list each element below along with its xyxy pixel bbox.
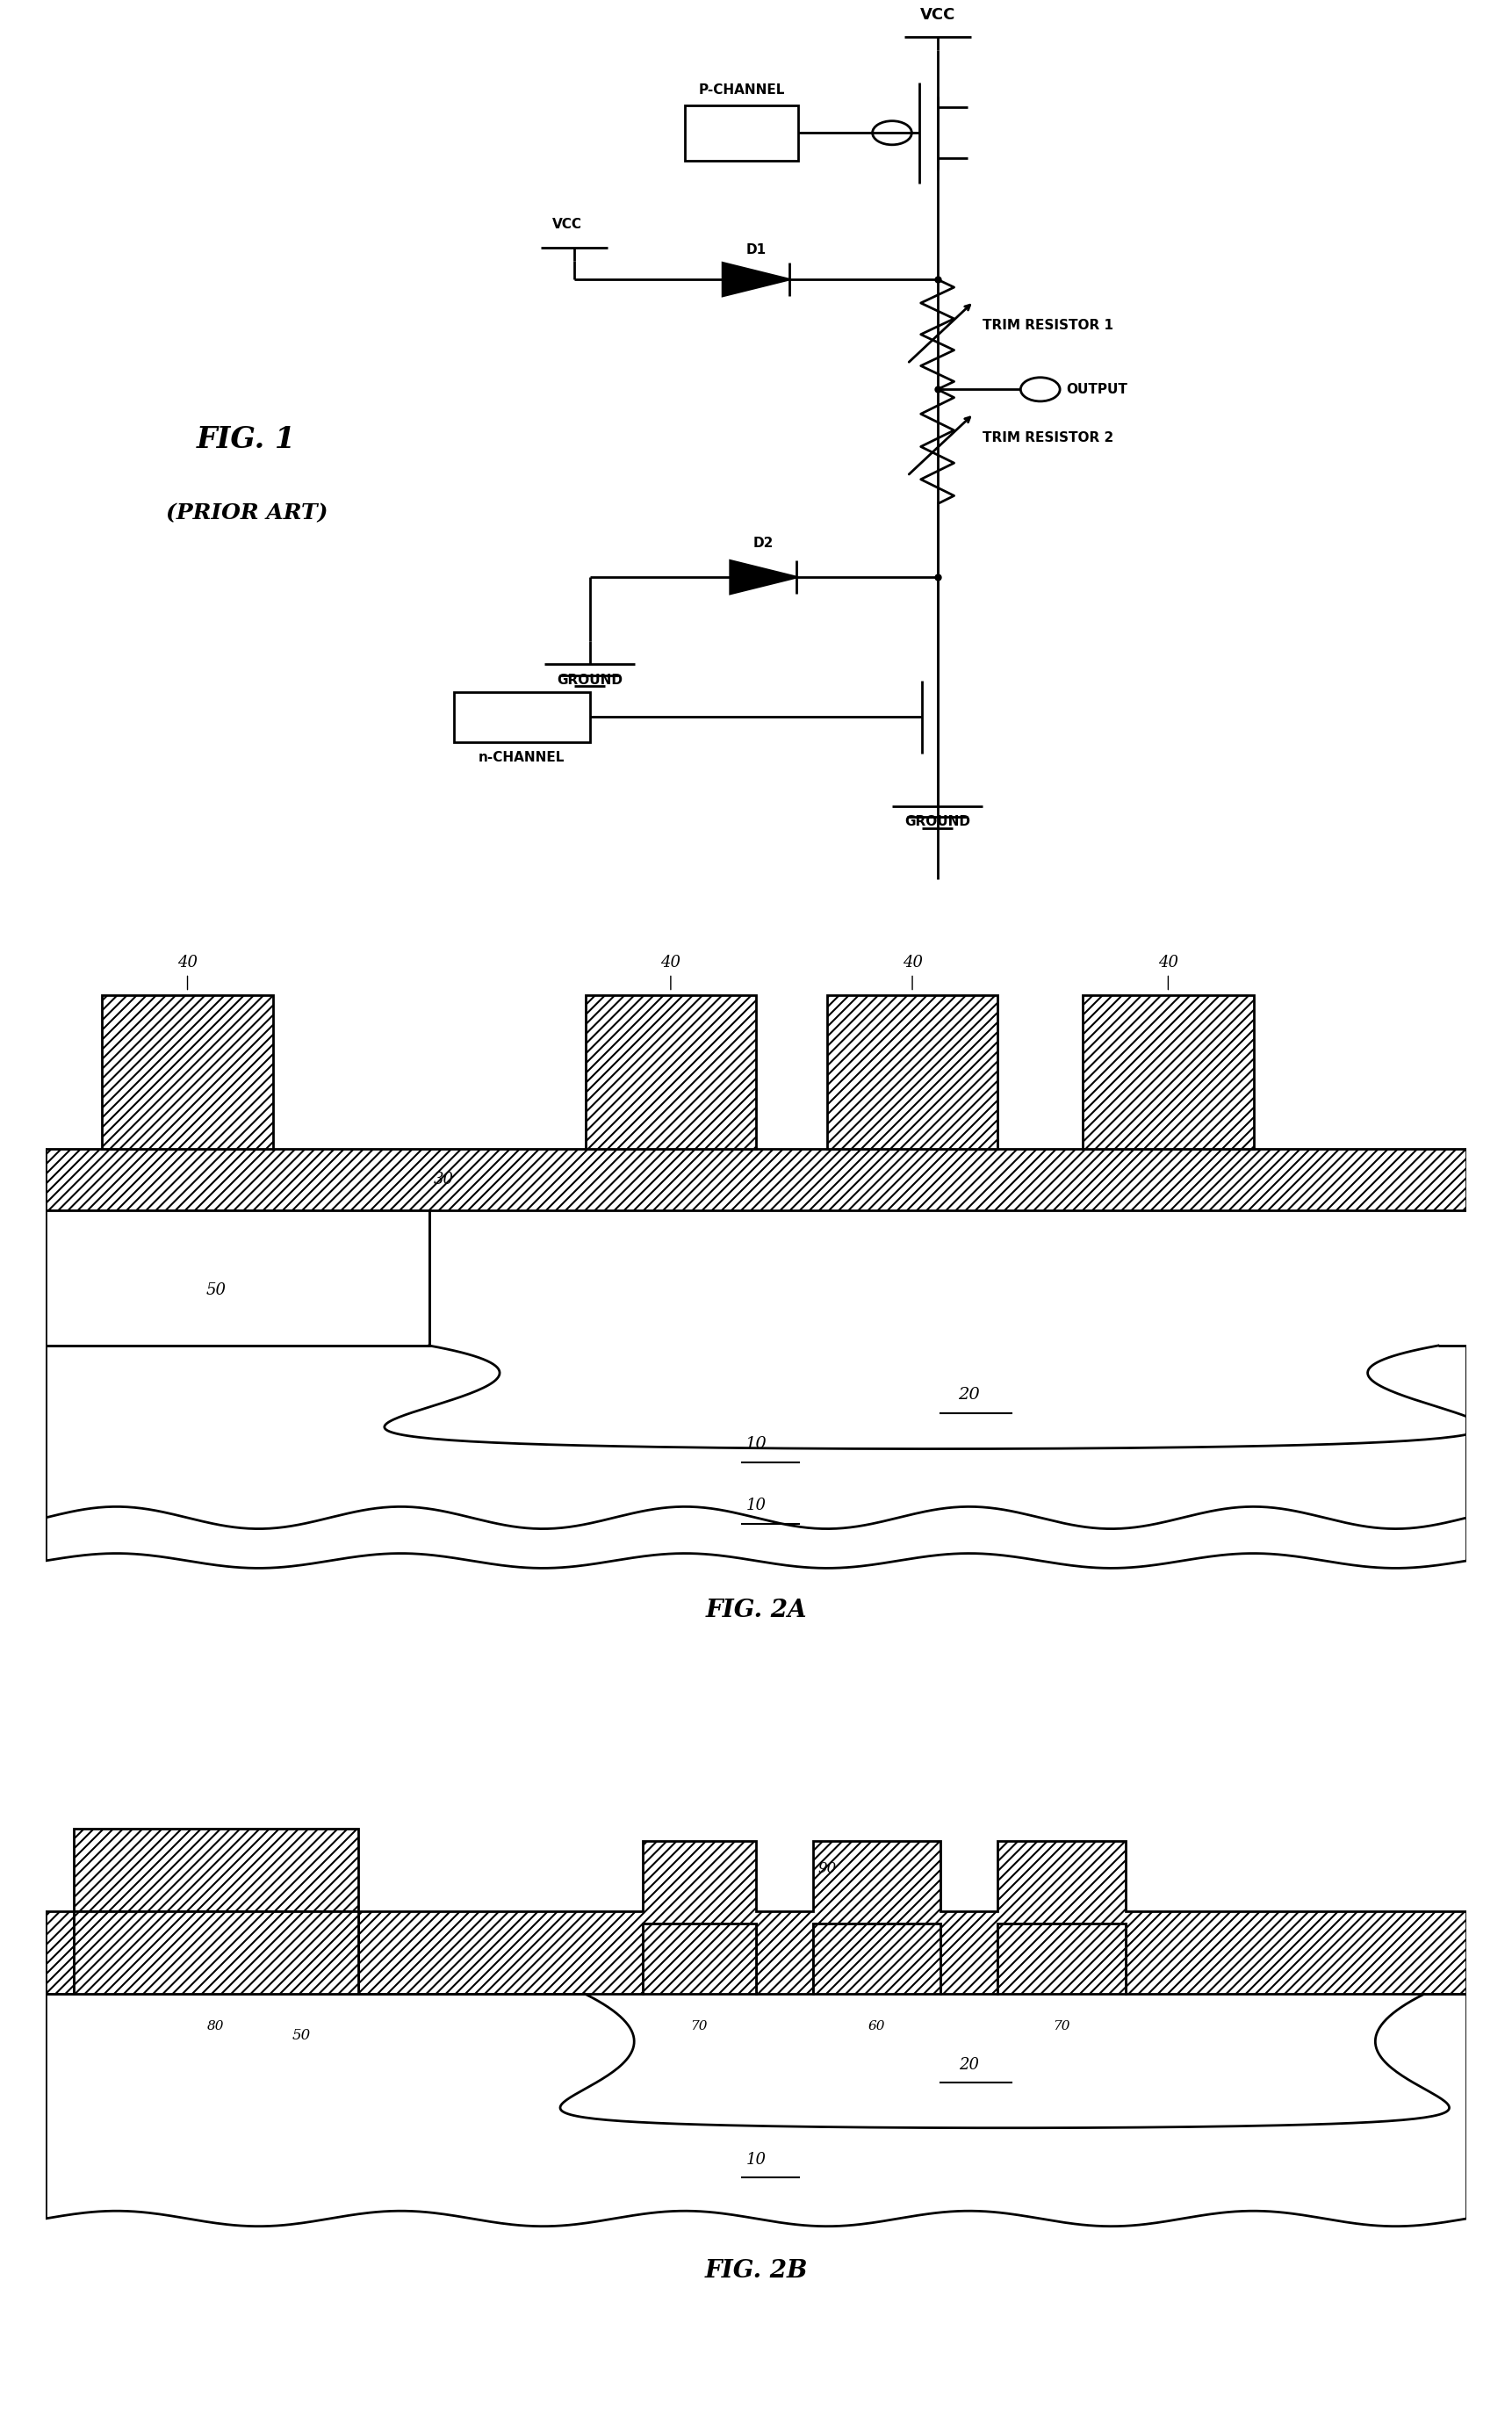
Text: 10: 10	[745, 1437, 767, 1451]
Bar	[45, 1150, 1467, 1210]
Text: 90: 90	[818, 1861, 836, 1876]
Text: 20: 20	[959, 1386, 980, 1403]
Text: D2: D2	[753, 538, 774, 550]
Bar	[454, 692, 590, 743]
Text: 70: 70	[691, 2020, 708, 2032]
Text: 40: 40	[661, 955, 680, 972]
Text: 30: 30	[434, 1172, 454, 1189]
Text: D1: D1	[745, 244, 767, 256]
Bar	[643, 1924, 756, 1994]
Text: 40: 40	[903, 955, 922, 972]
Polygon shape	[45, 1828, 1467, 1994]
Text: 50: 50	[292, 2028, 310, 2042]
Text: FIG. 1: FIG. 1	[197, 424, 296, 453]
Text: 40: 40	[177, 955, 198, 972]
Text: 10: 10	[745, 2151, 767, 2167]
Text: 80: 80	[207, 2020, 224, 2032]
Bar	[813, 1924, 940, 1994]
Text: 60: 60	[868, 2020, 886, 2032]
Bar	[103, 996, 272, 1150]
Text: VCC: VCC	[919, 7, 956, 22]
Text: TRIM RESISTOR 2: TRIM RESISTOR 2	[983, 432, 1114, 444]
Bar	[585, 996, 756, 1150]
Text: 70: 70	[1052, 2020, 1070, 2032]
Bar	[1083, 996, 1253, 1150]
Text: (PRIOR ART): (PRIOR ART)	[166, 501, 328, 523]
Text: FIG. 2A: FIG. 2A	[705, 1598, 807, 1623]
Text: FIG. 2B: FIG. 2B	[705, 2259, 807, 2283]
Text: GROUND: GROUND	[556, 673, 623, 687]
Text: 50: 50	[206, 1283, 225, 1297]
Bar	[74, 1912, 358, 1994]
Text: OUTPUT: OUTPUT	[1066, 383, 1128, 395]
Bar	[998, 1924, 1125, 1994]
Text: TRIM RESISTOR 1: TRIM RESISTOR 1	[983, 318, 1114, 333]
Text: 20: 20	[959, 2057, 980, 2073]
Text: n-CHANNEL: n-CHANNEL	[478, 752, 565, 764]
Text: GROUND: GROUND	[904, 815, 971, 829]
Text: VCC: VCC	[552, 217, 582, 231]
Bar	[827, 996, 998, 1150]
Polygon shape	[723, 263, 789, 297]
Polygon shape	[45, 1210, 429, 1345]
Text: 40: 40	[1158, 955, 1178, 972]
Text: P-CHANNEL: P-CHANNEL	[699, 82, 785, 96]
Text: 10: 10	[745, 1497, 767, 1514]
Polygon shape	[730, 562, 797, 593]
Bar	[685, 106, 798, 159]
